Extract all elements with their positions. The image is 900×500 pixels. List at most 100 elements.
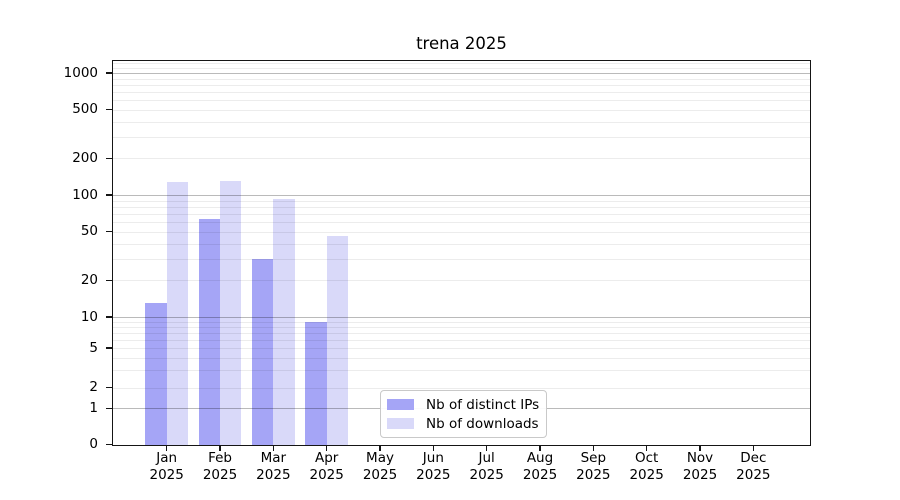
x-tick-label-month: May (366, 450, 394, 466)
y-tick-label: 1000 (63, 64, 98, 81)
plot-area (113, 61, 810, 445)
x-tick-label: Oct 2025 (615, 450, 679, 484)
y-tick-mark (106, 109, 113, 111)
y-tick-label: 50 (80, 223, 98, 240)
x-tick-label: Feb 2025 (188, 450, 252, 484)
x-tick-mark (166, 445, 168, 451)
y-tick-mark (106, 443, 113, 446)
gridline-minor (113, 258, 810, 260)
bar-jan-s1 (166, 182, 189, 445)
bar-apr-s0 (305, 321, 327, 445)
legend-item-distinct-ips: Nb of distinct IPs (381, 396, 546, 413)
legend-item-downloads: Nb of downloads (381, 415, 546, 432)
gridline-major (113, 317, 810, 318)
gridline-minor (113, 213, 810, 215)
legend-label-distinct-ips: Nb of distinct IPs (426, 396, 540, 413)
y-tick-label: 0 (89, 436, 98, 452)
gridline-minor (113, 100, 810, 102)
x-tick-label: Dec 2025 (721, 450, 785, 484)
bar-mar-s0 (252, 258, 274, 445)
y-tick-mark (106, 407, 113, 409)
gridline-major (113, 73, 810, 74)
bar-feb-s1 (220, 181, 242, 445)
y-tick-mark (106, 72, 113, 74)
bar-mar-s1 (273, 199, 295, 445)
x-tick-label-year: 2025 (149, 467, 184, 483)
bar-apr-s1 (326, 236, 349, 445)
legend: Nb of distinct IPs Nb of downloads (380, 390, 547, 438)
gridline-minor (113, 370, 810, 372)
x-tick-mark (272, 445, 275, 451)
y-tick-label: 2 (89, 379, 98, 395)
bar-feb-s0 (198, 218, 221, 445)
gridline-major (113, 195, 810, 196)
gridline-minor (113, 78, 810, 80)
x-tick-mark (592, 445, 595, 451)
gridline-minor (113, 158, 810, 160)
x-tick-label-year: 2025 (416, 467, 451, 483)
y-tick-mark (106, 316, 113, 318)
y-tick-label: 5 (89, 339, 98, 356)
gridline-minor (113, 121, 810, 123)
y-tick-mark (106, 386, 113, 389)
gridline-minor (113, 326, 810, 328)
x-tick-label-year: 2025 (736, 467, 771, 483)
gridline-minor (113, 206, 810, 208)
gridline-minor (113, 387, 810, 389)
x-tick-label-year: 2025 (309, 467, 344, 483)
x-tick-label: Aug 2025 (508, 450, 572, 484)
x-tick-label-year: 2025 (522, 467, 558, 483)
y-tick-label: 200 (72, 149, 98, 166)
gridline-minor (113, 200, 810, 202)
y-tick-label: 100 (72, 186, 98, 203)
gridline-minor (113, 321, 810, 323)
x-tick-label-month: Aug (526, 450, 554, 466)
legend-label-downloads: Nb of downloads (426, 415, 539, 432)
x-tick-label-month: Dec (740, 450, 767, 466)
y-tick-label: 1 (89, 399, 98, 416)
x-tick-label: May 2025 (348, 450, 412, 484)
chart-title: trena 2025 (416, 34, 507, 53)
x-tick-label: Nov 2025 (668, 450, 732, 484)
x-tick-mark (379, 445, 381, 451)
gridline-minor (113, 339, 810, 341)
x-tick-mark (432, 445, 435, 451)
bar-jan-s0 (145, 303, 167, 445)
x-tick-label: Jan 2025 (135, 450, 199, 484)
x-tick-mark (539, 445, 541, 451)
x-tick-label: Apr 2025 (295, 450, 359, 484)
y-tick-label: 20 (80, 271, 98, 288)
x-tick-label-year: 2025 (256, 467, 291, 483)
x-tick-mark (219, 445, 221, 451)
gridline-minor (113, 222, 810, 224)
x-tick-label-year: 2025 (576, 467, 611, 483)
x-tick-label-month: Oct (634, 450, 659, 466)
x-tick-label: Mar 2025 (241, 450, 305, 484)
x-tick-mark (485, 445, 488, 451)
x-tick-label-month: Jun (422, 450, 444, 466)
x-tick-label-year: 2025 (362, 467, 398, 483)
y-tick-mark (106, 231, 113, 233)
x-tick-label-month: Mar (260, 450, 287, 466)
x-tick-label-month: Sep (580, 450, 607, 466)
x-tick-label-year: 2025 (629, 467, 664, 483)
y-tick-mark (106, 279, 113, 281)
gridline-minor (113, 67, 810, 69)
y-tick-label: 10 (80, 308, 98, 325)
gridline-minor (113, 243, 810, 245)
x-tick-label-month: Nov (686, 450, 714, 466)
y-tick-mark (106, 347, 113, 349)
x-tick-label: Jun 2025 (401, 450, 465, 484)
x-tick-mark (325, 445, 328, 451)
x-tick-label-year: 2025 (469, 467, 504, 483)
gridline-minor (113, 357, 810, 359)
x-tick-label-year: 2025 (202, 467, 238, 483)
gridline-minor (113, 109, 810, 111)
x-tick-label-year: 2025 (682, 467, 718, 483)
gridline-minor (113, 136, 810, 138)
x-tick-mark (645, 445, 648, 451)
x-tick-label: Sep 2025 (561, 450, 625, 484)
x-tick-label-month: Feb (208, 450, 232, 466)
gridline-minor (113, 91, 810, 93)
